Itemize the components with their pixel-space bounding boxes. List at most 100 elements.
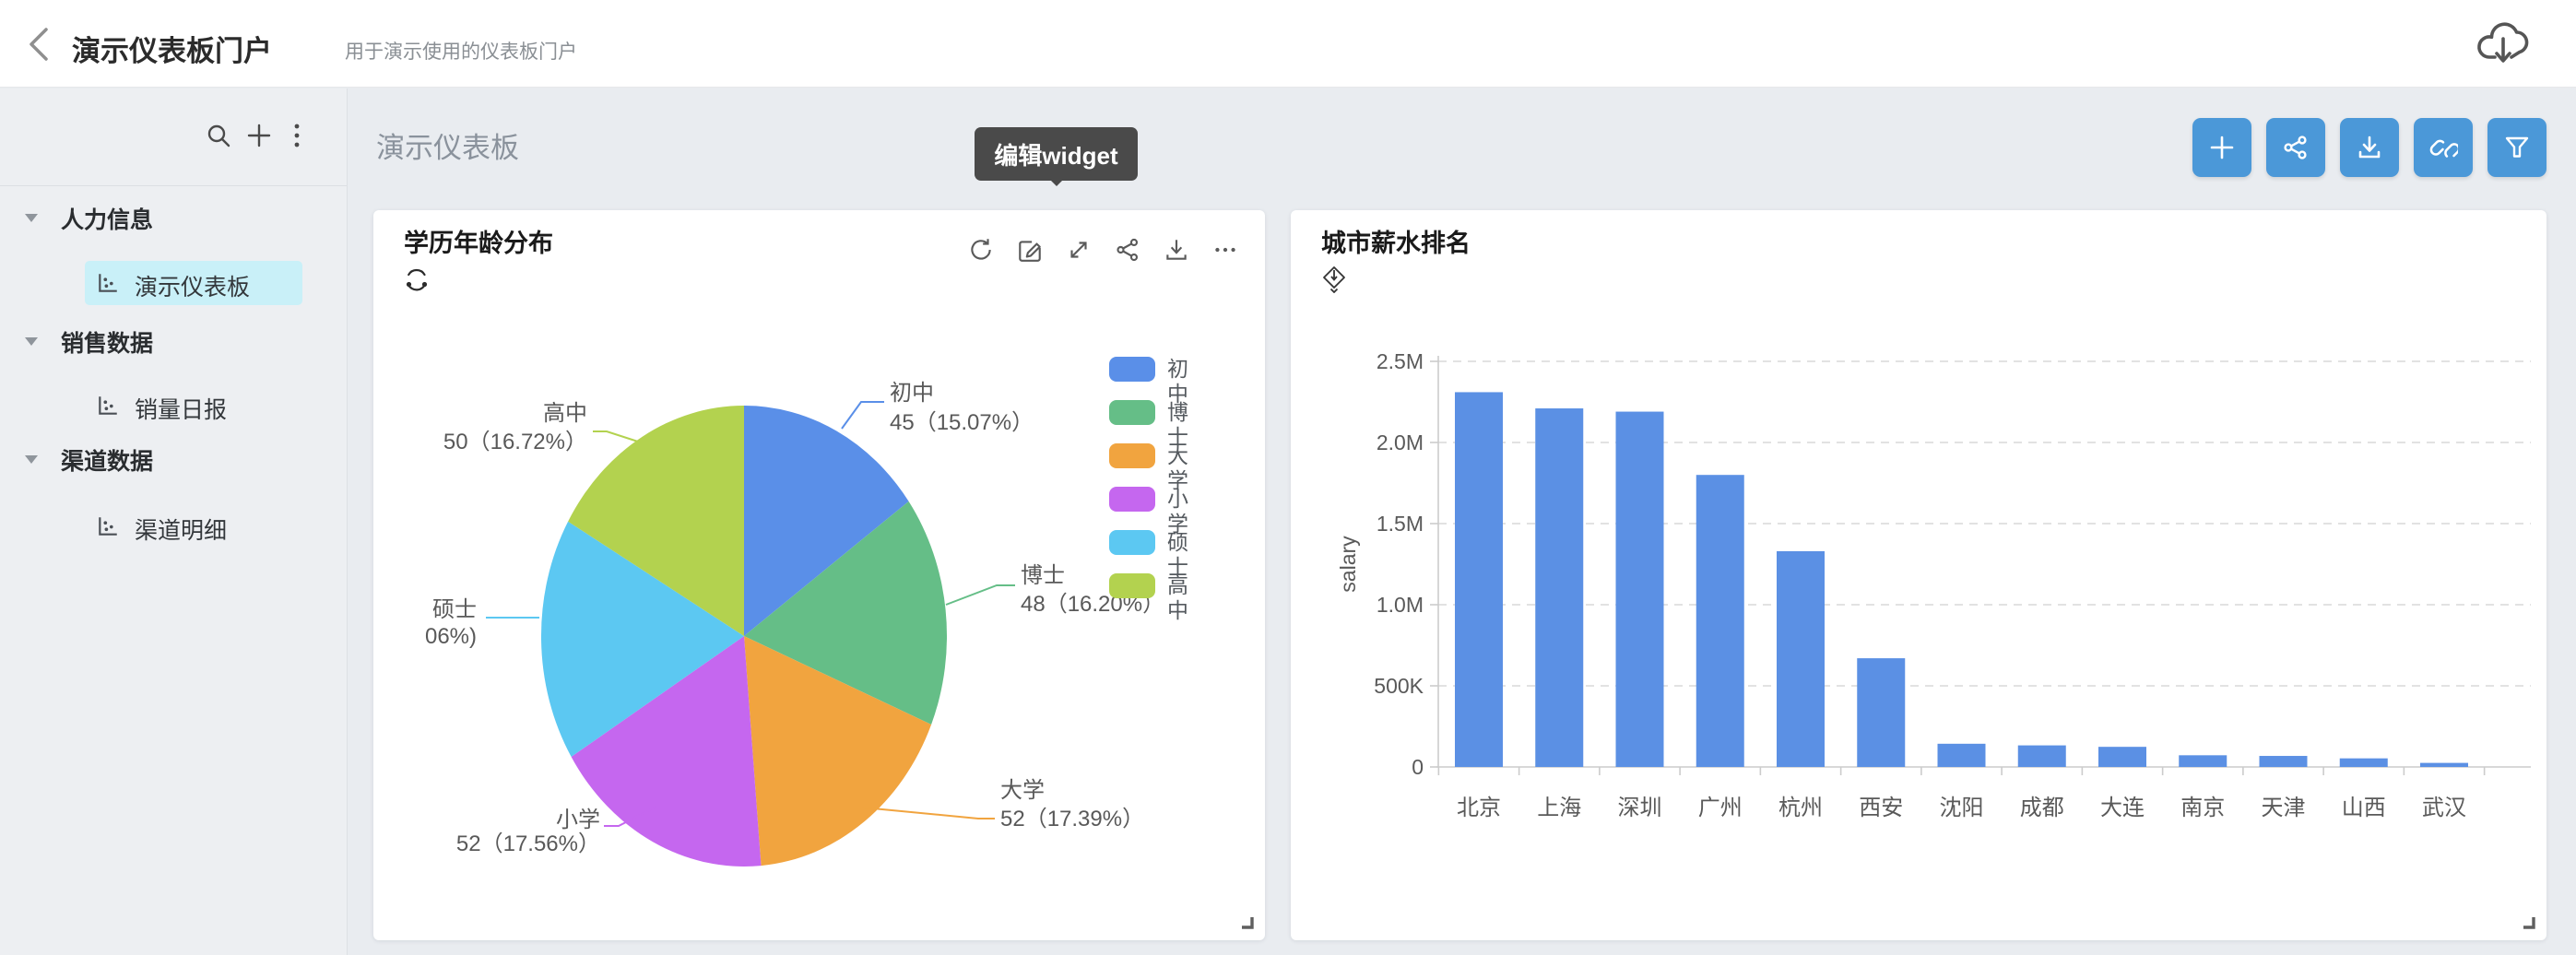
group-label: 销售数据 xyxy=(61,331,154,357)
app-header: 演示仪表板门户 用于演示使用的仪表板门户 xyxy=(0,0,2576,88)
pie-callout-line xyxy=(593,430,642,443)
sidebar-item-channel-detail[interactable]: 渠道明细 xyxy=(85,504,302,548)
bar-北京[interactable] xyxy=(1455,392,1503,767)
share-button[interactable] xyxy=(2266,118,2325,177)
download-icon[interactable] xyxy=(1163,236,1190,264)
bar-杭州[interactable] xyxy=(1777,550,1825,767)
x-category-label: 广州 xyxy=(1698,796,1743,820)
portal-subtitle: 用于演示使用的仪表板门户 xyxy=(345,41,577,63)
share-icon[interactable] xyxy=(1114,236,1141,264)
bar-card-title: 城市薪水排名 xyxy=(1321,230,1471,257)
pie-callout-label: 大学 xyxy=(1000,778,1045,803)
expand-icon[interactable] xyxy=(1065,236,1093,264)
link-icon xyxy=(2429,139,2458,158)
pie-callout-value: 45（15.07%） xyxy=(890,410,1034,435)
y-tick-label: 500K xyxy=(1374,674,1424,698)
legend-swatch xyxy=(1109,443,1155,468)
sidebar-item-sales-daily[interactable]: 销量日报 xyxy=(85,383,302,428)
back-icon[interactable] xyxy=(22,24,55,65)
sidebar-group-hr[interactable]: 人力信息 xyxy=(0,206,348,248)
x-category-label: 大连 xyxy=(2100,796,2145,820)
pie-callout-label: 小学 xyxy=(556,808,600,832)
pie-chart: 初中45（15.07%）博士48（16.20%）大学52（17.39%）小学52… xyxy=(425,381,1164,867)
item-label: 演示仪表板 xyxy=(135,275,251,301)
legend-label: 小学 xyxy=(1167,487,1188,536)
bar-西安[interactable] xyxy=(1857,658,1906,767)
x-category-label: 天津 xyxy=(2262,796,2306,820)
download-icon xyxy=(2358,136,2381,159)
caret-down-icon[interactable] xyxy=(25,455,38,464)
pie-slice-大学[interactable] xyxy=(744,636,932,867)
add-icon xyxy=(2210,136,2234,159)
legend-swatch xyxy=(1109,400,1155,425)
chart-icon xyxy=(99,517,117,536)
chart-icon xyxy=(99,396,117,415)
item-label: 渠道明细 xyxy=(135,518,228,544)
portal-title: 演示仪表板门户 xyxy=(72,35,272,67)
sidebar-group-channel[interactable]: 渠道数据 xyxy=(0,447,348,489)
y-tick-label: 1.0M xyxy=(1377,593,1424,617)
sidebar-group-sales[interactable]: 销售数据 xyxy=(0,329,348,371)
cloud-download-icon[interactable] xyxy=(2473,17,2534,68)
y-tick-label: 2.5M xyxy=(1377,349,1424,373)
add-widget-button[interactable] xyxy=(2192,118,2251,177)
pie-chart-card[interactable]: 学历年龄分布 xyxy=(373,210,1265,940)
filter-button[interactable] xyxy=(2487,118,2546,177)
group-label: 人力信息 xyxy=(61,207,154,233)
caret-down-icon[interactable] xyxy=(25,214,38,222)
more-vertical-icon[interactable] xyxy=(291,122,302,151)
bar-山西[interactable] xyxy=(2339,758,2388,767)
legend-swatch xyxy=(1109,573,1155,598)
refresh-icon[interactable] xyxy=(967,236,995,264)
pie-slice-博士[interactable] xyxy=(744,501,948,725)
link-button[interactable] xyxy=(2414,118,2473,177)
legend-label: 硕士 xyxy=(1167,530,1188,579)
legend-swatch xyxy=(1109,530,1155,555)
pie-callout-line xyxy=(841,401,884,430)
pie-callout-label: 博士 xyxy=(1021,563,1065,588)
download-button[interactable] xyxy=(2340,118,2399,177)
caret-down-icon[interactable] xyxy=(25,337,38,346)
bar-大连[interactable] xyxy=(2098,747,2146,767)
x-category-label: 山西 xyxy=(2342,796,2386,820)
bar-广州[interactable] xyxy=(1696,475,1744,767)
chart-icon xyxy=(99,274,117,292)
bar-天津[interactable] xyxy=(2259,756,2308,767)
legend-label: 博士 xyxy=(1167,400,1188,449)
sidebar-toolbar xyxy=(0,88,347,186)
x-category-label: 西安 xyxy=(1859,796,1903,820)
bar-chart-card[interactable]: 城市薪水排名 0 500K 1.0M 1.5M 2.0M 2.5M 北京 上海 深圳 广州 杭州 西安… xyxy=(1291,210,2546,940)
bar-沈阳[interactable] xyxy=(1937,743,1986,767)
bar-武汉[interactable] xyxy=(2420,762,2468,767)
bar-成都[interactable] xyxy=(2017,745,2066,767)
more-icon[interactable] xyxy=(1211,236,1239,264)
bar-南京[interactable] xyxy=(2179,755,2227,767)
pie-slice-高中[interactable] xyxy=(568,406,744,636)
item-label: 销量日报 xyxy=(135,397,228,423)
y-tick-label: 2.0M xyxy=(1377,430,1424,454)
sidebar-item-demo-dashboard[interactable]: 演示仪表板 xyxy=(85,261,302,305)
dashboard-title: 演示仪表板 xyxy=(376,132,519,164)
x-category-label: 武汉 xyxy=(2422,796,2466,820)
x-category-label: 北京 xyxy=(1457,796,1501,820)
bar-深圳[interactable] xyxy=(1615,411,1664,767)
search-icon[interactable] xyxy=(205,122,232,149)
pie-callout-line xyxy=(604,806,657,827)
bar-上海[interactable] xyxy=(1535,408,1584,767)
y-tick-label: 0 xyxy=(1412,755,1424,779)
resize-handle-icon[interactable] xyxy=(2521,914,2535,929)
pie-callout-value: 06%) xyxy=(425,624,477,649)
legend-swatch xyxy=(1109,487,1155,512)
x-category-label: 南京 xyxy=(2180,796,2225,820)
pie-slice-硕士[interactable] xyxy=(540,521,744,757)
add-icon[interactable] xyxy=(245,122,273,149)
pie-callout-value: 52（17.39%） xyxy=(1000,807,1144,831)
pie-slice-初中[interactable] xyxy=(744,406,909,636)
edit-widget-tooltip: 编辑widget xyxy=(975,127,1138,186)
linkage-icon xyxy=(406,268,428,291)
resize-handle-icon[interactable] xyxy=(1239,914,1254,929)
x-category-label: 深圳 xyxy=(1618,796,1662,820)
group-label: 渠道数据 xyxy=(61,449,154,475)
edit-icon[interactable] xyxy=(1016,236,1044,264)
pie-slice-小学[interactable] xyxy=(571,636,762,867)
